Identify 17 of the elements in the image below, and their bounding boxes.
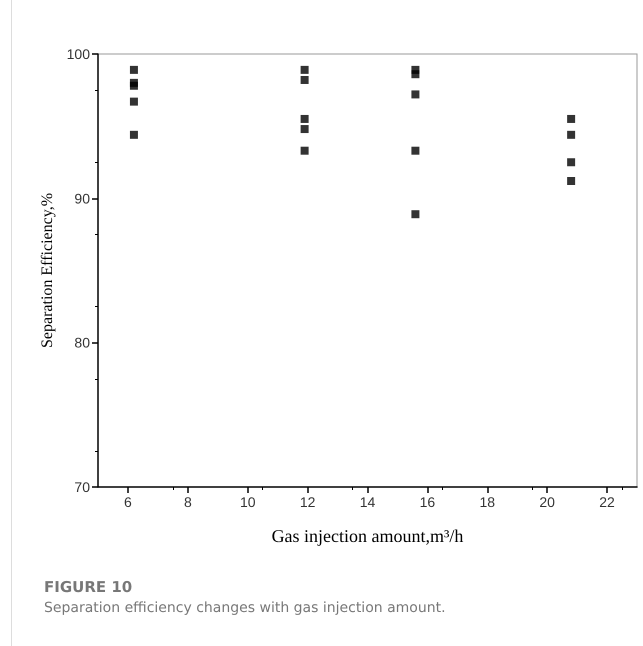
y-tick-label: 100 [66, 46, 90, 62]
text: Separation efficiency changes with gas injection amount. [44, 600, 446, 616]
y-axis-title: Separation Efficiency,% [39, 192, 56, 348]
x-tick-label: 12 [300, 494, 316, 510]
x-tick-label: 14 [360, 494, 376, 510]
y-tick-label: 70 [74, 479, 90, 495]
x-tick-label: 16 [420, 494, 436, 510]
y-tick-label: 80 [74, 334, 90, 351]
x-tick-label: 8 [184, 494, 192, 510]
x-tick-label: 6 [124, 494, 132, 510]
y-tick-label: 90 [74, 190, 90, 206]
x-tick-label: 20 [539, 494, 556, 510]
x-axis-title: Gas injection amount,m³/h [272, 526, 464, 546]
caption: FIGURE 10 [44, 578, 134, 596]
x-tick-label: 22 [599, 494, 616, 510]
x-tick-label: 18 [479, 494, 496, 510]
x-tick-label: 10 [240, 494, 256, 510]
